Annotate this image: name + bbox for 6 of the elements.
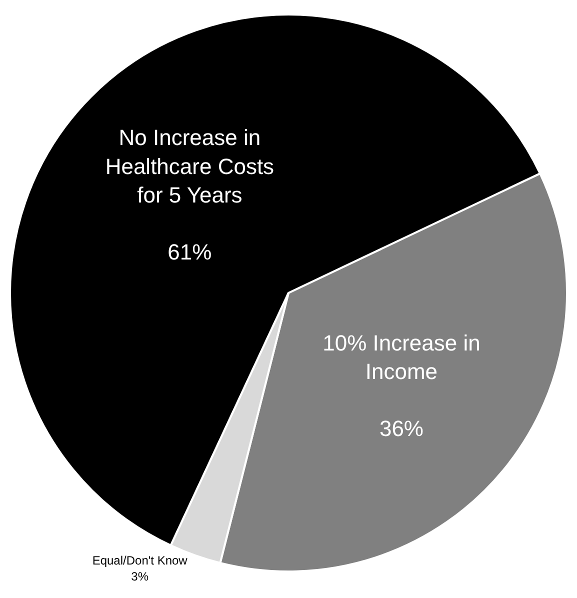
slice-label: 10% Increase in Income xyxy=(322,330,480,384)
data-label: 3% xyxy=(131,569,149,584)
slice-label: No Increase in Healthcare Costs for 5 Years xyxy=(105,125,274,208)
data-label: 36% xyxy=(379,416,424,442)
data-label: 61% xyxy=(168,240,212,265)
slice-label: Equal/Don't Know xyxy=(92,554,188,568)
